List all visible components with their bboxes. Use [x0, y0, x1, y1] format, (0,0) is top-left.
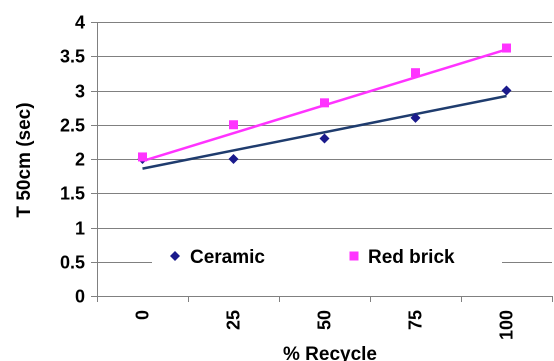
legend-label-ceramic: Ceramic — [190, 247, 265, 268]
legend: Ceramic Red brick — [152, 236, 502, 276]
legend-marker-red-brick — [350, 252, 359, 261]
y-tick-label: 1 — [75, 219, 85, 239]
data-point-red-brick — [138, 152, 147, 161]
y-tick-label: 3 — [75, 82, 85, 102]
data-point-red-brick — [229, 120, 238, 129]
x-tick-label: 25 — [224, 310, 244, 330]
data-point-red-brick — [502, 44, 511, 53]
x-tick-labels: 0 25 50 75 100 — [133, 310, 517, 340]
data-point-ceramic — [229, 154, 239, 164]
y-tick-label: 2 — [75, 150, 85, 170]
x-axis-title: % Recycle — [283, 344, 377, 361]
x-tick-label: 50 — [315, 310, 335, 330]
data-point-red-brick — [411, 68, 420, 77]
y-tick-label: 3.5 — [60, 47, 85, 67]
x-tick-label: 100 — [497, 310, 517, 340]
y-tick-label: 4 — [75, 13, 85, 33]
y-tick-label: 0 — [75, 287, 85, 307]
x-tick-label: 0 — [133, 310, 153, 320]
data-point-ceramic — [502, 86, 512, 96]
legend-label-red-brick: Red brick — [368, 247, 455, 268]
y-tick-label: 0.5 — [60, 253, 85, 273]
y-tick-labels: 0 0.5 1 1.5 2 2.5 3 3.5 4 — [60, 13, 85, 307]
data-point-red-brick — [320, 98, 329, 107]
y-tick-label: 1.5 — [60, 184, 85, 204]
trendlines — [143, 49, 507, 168]
data-point-ceramic — [320, 133, 330, 143]
y-tick-label: 2.5 — [60, 116, 85, 136]
x-tick-label: 75 — [406, 310, 426, 330]
y-axis-title: T 50cm (sec) — [14, 102, 35, 217]
